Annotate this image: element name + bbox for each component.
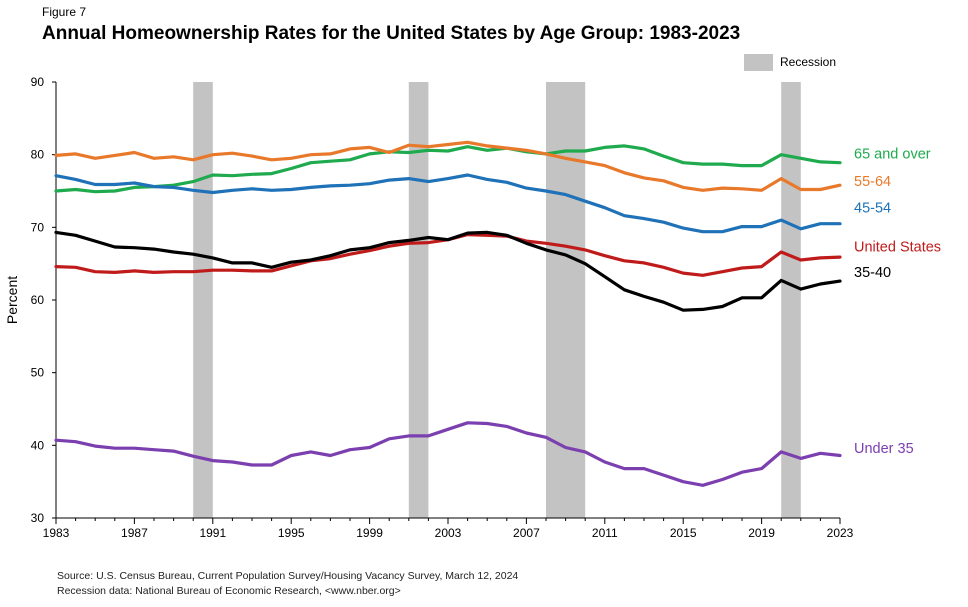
y-axis-label: Percent — [4, 276, 20, 324]
y-tick-label: 40 — [31, 438, 45, 452]
series-label-35-40: 35-40 — [854, 265, 891, 281]
x-tick-label: 1983 — [43, 526, 70, 540]
recession-band-4 — [781, 82, 801, 518]
x-tick-label: 1991 — [199, 526, 226, 540]
y-tick-label: 80 — [31, 148, 45, 162]
series-label-45-54: 45-54 — [854, 200, 891, 216]
series-label-under-35: Under 35 — [854, 441, 914, 457]
x-tick-label: 2011 — [592, 526, 618, 540]
x-tick-label: 1987 — [121, 526, 148, 540]
x-tick-label: 2007 — [513, 526, 540, 540]
x-tick-label: 1999 — [356, 526, 383, 540]
series-label-65-and-over: 65 and over — [854, 146, 931, 162]
series-labels: 65 and over 55-64 45-54 United States 35-40 U… — [854, 146, 941, 456]
axes: 30 40 50 60 70 80 90 1983 1987 1991 1995 1999 2003 20… — [4, 75, 854, 540]
series-line-under-35 — [54, 421, 842, 487]
y-tick-label: 50 — [31, 366, 45, 380]
source-note: Source: U.S. Census Bureau, Current Popu… — [57, 570, 519, 582]
recession-band-3 — [546, 82, 586, 518]
series-label-united-states: United States — [854, 240, 941, 256]
x-tick-label: 2003 — [435, 526, 462, 540]
series-lines — [54, 140, 842, 487]
series-line-35-40 — [54, 230, 842, 312]
legend-swatch-recession — [744, 54, 773, 71]
x-tick-label: 2019 — [748, 526, 775, 540]
recession-band-2 — [408, 82, 429, 518]
x-tick-label: 2023 — [827, 526, 854, 540]
legend: Recession — [744, 54, 836, 71]
series-line-65-and-over — [54, 144, 842, 194]
recession-band-1 — [193, 82, 213, 518]
y-tick-label: 60 — [31, 293, 45, 307]
y-tick-label: 30 — [31, 511, 45, 525]
recession-source-note: Recession data: National Bureau of Econo… — [57, 585, 401, 597]
recession-bands — [193, 82, 801, 518]
figure-label: Figure 7 — [42, 5, 87, 19]
y-tick-label: 70 — [31, 220, 45, 234]
x-tick-label: 2015 — [670, 526, 697, 540]
y-tick-label: 90 — [31, 75, 45, 89]
series-line-55-64 — [54, 140, 842, 192]
chart-title: Annual Homeownership Rates for the Unite… — [42, 23, 741, 44]
x-tick-label: 1995 — [278, 526, 305, 540]
series-line-45-54 — [54, 173, 842, 234]
legend-label-recession: Recession — [780, 55, 836, 69]
series-label-55-64: 55-64 — [854, 174, 891, 190]
